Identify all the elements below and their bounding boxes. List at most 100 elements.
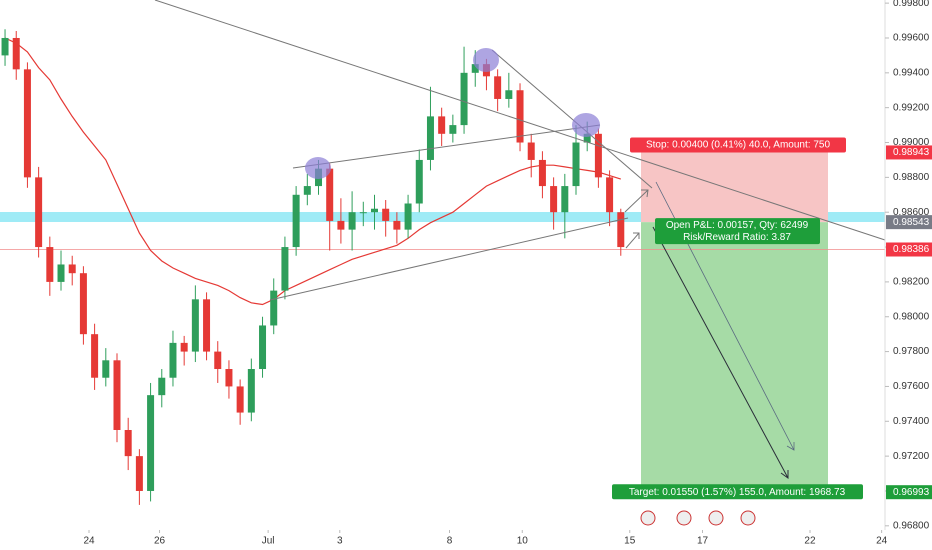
y-tick-label: 0.99000 xyxy=(893,137,930,148)
price-flag: 0.98386 xyxy=(893,244,930,255)
candle-body xyxy=(404,203,412,230)
x-tick-label: 8 xyxy=(447,536,453,547)
highlight-ellipse xyxy=(473,48,499,72)
x-tick-label: 24 xyxy=(876,536,888,547)
price-flag-bg xyxy=(886,145,932,160)
candle-body xyxy=(471,64,479,73)
candle-body xyxy=(516,90,524,143)
x-tick-label: 26 xyxy=(154,536,166,547)
candle-body xyxy=(169,342,177,378)
candle-body xyxy=(203,299,211,352)
candle-body xyxy=(494,76,502,99)
candle-body xyxy=(370,208,378,213)
price-flag: 0.98943 xyxy=(893,147,930,158)
flag-icon xyxy=(640,510,656,526)
candle-body xyxy=(606,177,614,213)
y-tick-label: 0.97800 xyxy=(893,346,930,357)
candle-body xyxy=(438,116,446,134)
target-zone xyxy=(641,222,828,493)
y-tick-label: 0.98600 xyxy=(893,207,930,218)
candle-body xyxy=(247,369,255,413)
candle-body xyxy=(259,325,267,370)
candle-body xyxy=(46,247,54,282)
candle-body xyxy=(426,116,434,160)
y-tick-label: 0.97600 xyxy=(893,381,930,392)
arrow xyxy=(652,226,789,479)
price-flag-bg xyxy=(886,485,932,500)
highlight-ellipse xyxy=(572,113,600,137)
candle-body xyxy=(180,342,188,352)
candle-body xyxy=(594,133,602,178)
trend-line xyxy=(154,0,886,241)
price-flag: 0.98543 xyxy=(893,217,930,228)
candle-body xyxy=(57,264,65,282)
candle-body xyxy=(124,429,132,457)
flag-icon xyxy=(708,510,724,526)
arrow xyxy=(624,189,649,213)
candle-body xyxy=(1,37,9,56)
y-tick-label: 0.97400 xyxy=(893,416,930,427)
candle-body xyxy=(158,377,166,396)
candle-body xyxy=(102,360,110,378)
candle-body xyxy=(12,37,20,70)
arrow xyxy=(625,232,640,249)
stop-label-bg xyxy=(630,137,846,153)
pnl-label: Open P&L: 0.00157, Qty: 62499 xyxy=(666,220,809,231)
trend-line xyxy=(491,49,653,189)
candle-body xyxy=(303,186,311,195)
price-axis: 0.968000.970000.972000.974000.976000.978… xyxy=(83,0,932,547)
candle-body xyxy=(382,208,390,221)
candle-body xyxy=(617,212,625,248)
candle-body xyxy=(270,290,278,326)
x-tick-label: 22 xyxy=(804,536,816,547)
candle-body xyxy=(35,177,43,248)
drawings xyxy=(154,0,886,479)
candle-body xyxy=(214,351,222,370)
y-tick-label: 0.98000 xyxy=(893,311,930,322)
x-tick-label: Jul xyxy=(262,536,275,547)
flag-icon xyxy=(740,510,756,526)
x-tick-label: 10 xyxy=(517,536,529,547)
candle-body xyxy=(113,360,121,430)
candle-body xyxy=(23,69,31,178)
price-flag: 0.96993 xyxy=(893,487,930,498)
y-tick-label: 0.99200 xyxy=(893,102,930,113)
ma-layer xyxy=(4,37,621,306)
candle-body xyxy=(348,212,356,230)
x-tick-label: 3 xyxy=(337,536,343,547)
candle-body xyxy=(550,186,558,213)
labels: Stop: 0.00400 (0.41%) 40.0, Amount: 750 O… xyxy=(612,137,863,500)
candle-body xyxy=(236,386,244,413)
candle-body xyxy=(561,186,569,213)
trend-line xyxy=(269,217,629,301)
highlight-ellipse xyxy=(305,157,331,179)
x-tick-label: 17 xyxy=(697,536,709,547)
candle-body xyxy=(191,299,199,352)
y-tick-label: 0.97200 xyxy=(893,451,930,462)
trend-line xyxy=(292,124,601,169)
y-tick-label: 0.96800 xyxy=(893,520,930,531)
candles xyxy=(1,29,625,505)
pnl-label-bg xyxy=(655,218,820,245)
y-tick-label: 0.98800 xyxy=(893,172,930,183)
y-tick-label: 0.99800 xyxy=(893,0,930,9)
candle-body xyxy=(393,220,401,230)
moving-average xyxy=(4,37,621,306)
candle-body xyxy=(91,334,99,378)
target-label: Target: 0.01550 (1.57%) 155.0, Amount: 1… xyxy=(629,487,846,498)
y-tick-label: 0.99400 xyxy=(893,67,930,78)
candle-body xyxy=(460,72,468,126)
y-tick-label: 0.99600 xyxy=(893,33,930,44)
stop-label: Stop: 0.00400 (0.41%) 40.0, Amount: 750 xyxy=(646,140,830,151)
candle-body xyxy=(505,90,513,99)
candle-body xyxy=(68,264,76,274)
candle-body xyxy=(538,159,546,187)
candle-body xyxy=(281,247,289,291)
candle-body xyxy=(326,168,334,221)
candle-body xyxy=(79,273,87,335)
ratio-label: Risk/Reward Ratio: 3.87 xyxy=(683,232,791,243)
candle-body xyxy=(359,212,367,214)
event-icons xyxy=(640,510,756,526)
candle-body xyxy=(449,125,457,134)
